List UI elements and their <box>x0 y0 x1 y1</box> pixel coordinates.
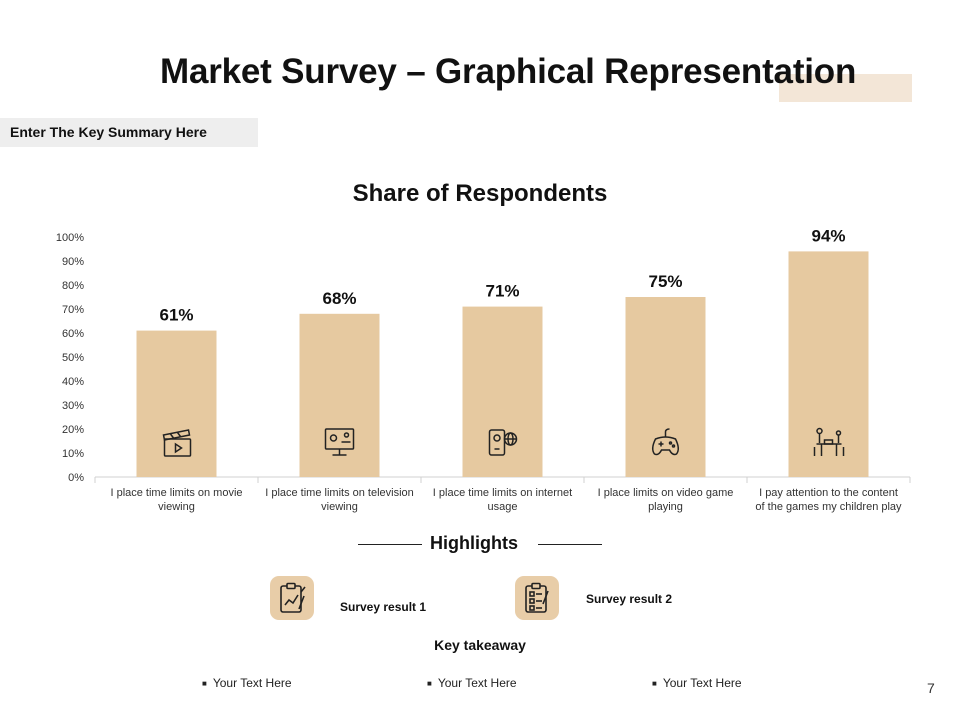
y-tick-label: 50% <box>62 352 84 364</box>
y-tick-label: 20% <box>62 424 84 436</box>
key-summary-box: Enter The Key Summary Here <box>0 118 258 147</box>
bullet-marker: ■ <box>202 679 207 688</box>
y-tick-label: 30% <box>62 400 84 412</box>
page-number: 7 <box>927 680 935 696</box>
y-tick-label: 60% <box>62 328 84 340</box>
bullet-text: Your Text Here <box>212 676 292 690</box>
clipboard-chart-icon <box>270 576 314 620</box>
takeaway-bullet-3: ■ Your Text Here <box>652 676 742 690</box>
data-label-4: 75% <box>648 272 682 291</box>
gamepad-icon <box>652 428 679 456</box>
bullet-marker: ■ <box>652 679 657 688</box>
title-accent-bar <box>779 74 912 102</box>
highlights-title: Highlights <box>430 533 518 553</box>
category-label: I pay attention to the content <box>759 487 898 499</box>
highlights-rule-right <box>538 544 602 545</box>
page-title: Market Survey – Graphical Representation <box>160 52 857 91</box>
bar-1 <box>136 330 217 477</box>
bullet-marker: ■ <box>427 679 432 688</box>
bullet-text: Your Text Here <box>662 676 742 690</box>
category-label: I place time limits on internet <box>433 487 572 499</box>
category-label: of the games my children play <box>755 501 902 513</box>
y-tick-label: 40% <box>62 376 84 388</box>
takeaway-bullet-2: ■ Your Text Here <box>427 676 517 690</box>
y-tick-label: 80% <box>62 280 84 292</box>
share-of-respondents-chart: Share of Respondents 0% 10% 20% 30% 40% 50% 60%… <box>56 180 911 513</box>
category-label: I place time limits on movie <box>110 487 242 499</box>
category-label: viewing <box>158 501 195 513</box>
bar-3 <box>462 306 543 477</box>
y-tick-label: 0% <box>68 472 84 484</box>
y-tick-label: 100% <box>56 232 84 244</box>
survey-result-2-label: Survey result 2 <box>586 592 673 606</box>
key-summary-text: Enter The Key Summary Here <box>10 124 207 140</box>
takeaway-bullet-1: ■ Your Text Here <box>202 676 292 690</box>
bar-4 <box>625 297 706 477</box>
y-tick-label: 70% <box>62 304 84 316</box>
category-label: I place time limits on television <box>265 487 414 499</box>
y-tick-label: 90% <box>62 256 84 268</box>
category-label: viewing <box>321 501 358 513</box>
chart-title: Share of Respondents <box>353 180 608 207</box>
clapperboard-icon <box>162 429 192 457</box>
television-icon <box>324 428 355 456</box>
y-tick-label: 10% <box>62 448 84 460</box>
category-label: I place limits on video game <box>598 487 734 499</box>
data-label-5: 94% <box>811 226 845 245</box>
data-label-3: 71% <box>485 282 519 301</box>
bullet-text: Your Text Here <box>437 676 517 690</box>
highlights-rule-left <box>358 544 422 545</box>
data-label-1: 61% <box>159 306 193 325</box>
checklist-icon <box>515 576 559 620</box>
data-label-2: 68% <box>322 289 356 308</box>
key-takeaway-title: Key takeaway <box>434 637 526 653</box>
survey-result-1-label: Survey result 1 <box>340 600 427 614</box>
bar-5 <box>788 251 869 477</box>
tablet-internet-icon <box>488 429 518 456</box>
category-label: playing <box>648 501 683 513</box>
category-label: usage <box>488 501 518 513</box>
parent-child-icon <box>813 427 845 456</box>
